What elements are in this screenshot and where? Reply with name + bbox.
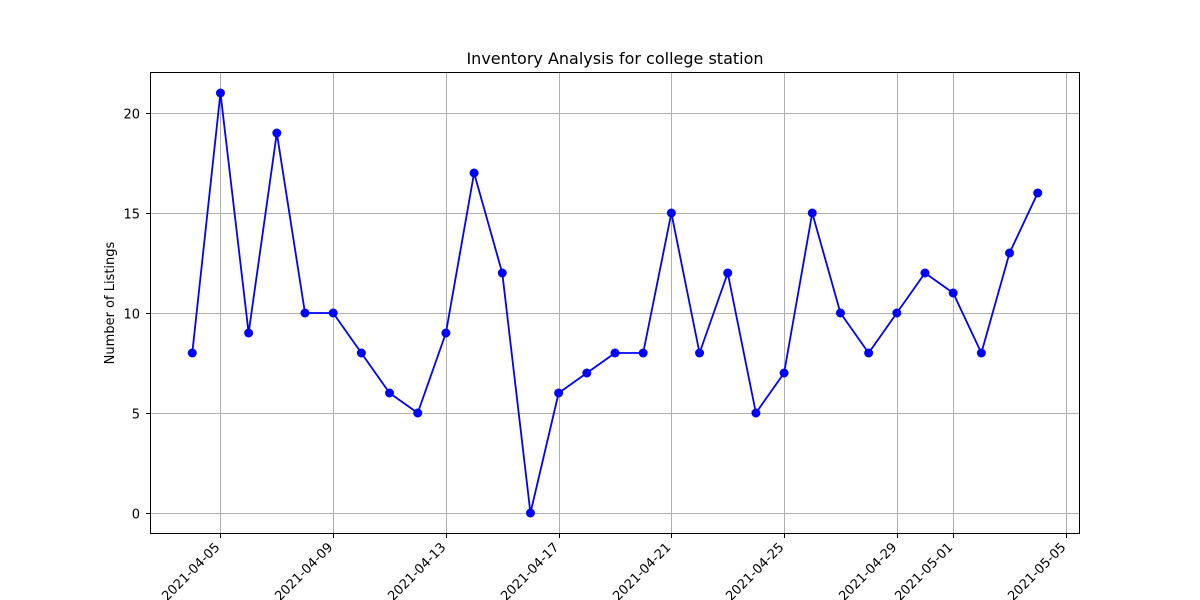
series-layer [187, 88, 1043, 518]
x-axis: 2021-04-05 2021-04-09 2021-04-13 2021-04-17… [159, 534, 1069, 600]
data-point [835, 308, 845, 318]
y-axis: 0 5 10 15 20 [123, 108, 150, 523]
data-point [244, 328, 254, 338]
data-point [356, 348, 366, 358]
data-point [751, 408, 761, 418]
data-point [892, 308, 902, 318]
data-point [779, 368, 789, 378]
plot-frame [150, 72, 1080, 534]
data-point [638, 348, 648, 358]
data-point [272, 128, 282, 138]
data-point [554, 388, 564, 398]
x-tick-label: 2021-05-01 [892, 540, 956, 600]
x-tick-label: 2021-04-17 [498, 540, 562, 600]
data-point [582, 368, 592, 378]
x-tick-label: 2021-04-09 [272, 540, 336, 600]
x-tick-label: 2021-04-25 [723, 540, 787, 600]
y-axis-label: Number of Listings [103, 241, 118, 364]
data-point [948, 288, 958, 298]
data-point [497, 268, 507, 278]
chart-title: Inventory Analysis for college station [466, 49, 763, 68]
y-tick-label: 10 [123, 308, 140, 323]
data-point [525, 508, 535, 518]
data-point [469, 168, 479, 178]
data-point [666, 208, 676, 218]
data-point [610, 348, 620, 358]
data-point [695, 348, 705, 358]
data-point [807, 208, 817, 218]
x-tick-label: 2021-04-13 [385, 540, 449, 600]
data-point [1005, 248, 1015, 258]
data-point [215, 88, 225, 98]
data-point [385, 388, 395, 398]
data-point [413, 408, 423, 418]
x-tick-label: 2021-05-05 [1005, 540, 1069, 600]
data-point [864, 348, 874, 358]
data-point [187, 348, 197, 358]
x-tick-label: 2021-04-21 [610, 540, 674, 600]
y-tick-label: 15 [123, 208, 140, 223]
series-line [191, 92, 1039, 514]
data-point [723, 268, 733, 278]
data-point [976, 348, 986, 358]
data-point [920, 268, 930, 278]
y-tick-label: 5 [132, 408, 140, 423]
x-tick-label: 2021-04-05 [159, 540, 223, 600]
y-tick-label: 20 [123, 108, 140, 123]
grid [150, 72, 1080, 534]
y-tick-label: 0 [132, 508, 140, 523]
data-point [1033, 188, 1043, 198]
x-tick-label: 2021-04-29 [836, 540, 900, 600]
data-point [441, 328, 451, 338]
data-point [328, 308, 338, 318]
data-point [300, 308, 310, 318]
